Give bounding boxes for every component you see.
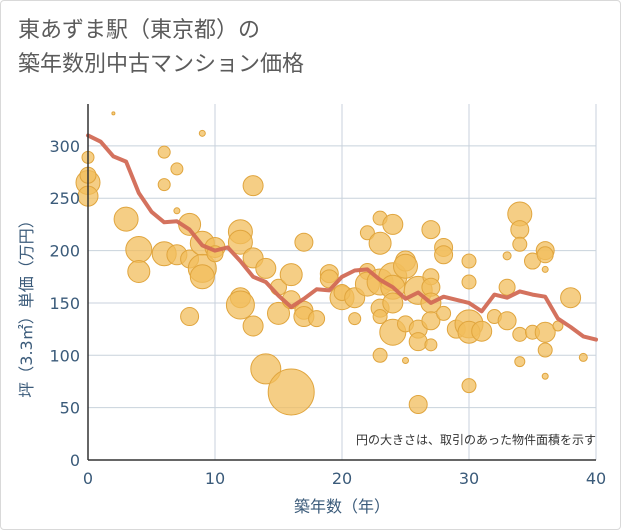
bubble-size-note: 円の大きさは、取引のあった物件面積を示す <box>356 432 596 447</box>
data-bubble <box>560 287 582 309</box>
data-bubble <box>225 290 255 320</box>
data-bubble <box>436 305 452 321</box>
data-bubble <box>541 372 549 380</box>
data-bubble <box>382 213 404 235</box>
data-bubble <box>368 231 392 255</box>
data-bubble <box>382 292 404 314</box>
data-bubble <box>127 260 151 284</box>
data-bubble <box>242 315 264 337</box>
data-bubble <box>393 253 418 279</box>
data-bubble <box>512 326 528 342</box>
data-bubble <box>536 246 554 264</box>
data-bubble <box>497 311 517 331</box>
data-bubble <box>421 311 441 331</box>
y-tick-label: 250 <box>49 189 80 208</box>
data-bubble <box>534 321 556 343</box>
data-bubble <box>471 320 493 342</box>
x-tick-label: 20 <box>332 469 352 488</box>
data-bubble <box>510 220 530 240</box>
data-bubble <box>267 301 290 325</box>
data-bubble <box>255 257 277 279</box>
data-bubble <box>408 395 428 415</box>
data-bubble <box>173 207 181 215</box>
data-bubble <box>498 278 516 296</box>
data-bubble <box>111 111 116 116</box>
data-bubble <box>461 274 477 290</box>
trend-layer <box>86 133 598 342</box>
data-bubble <box>170 162 184 176</box>
data-bubble <box>372 309 388 325</box>
data-bubble <box>512 236 528 252</box>
x-tick-label: 10 <box>205 469 225 488</box>
data-bubble <box>227 229 253 255</box>
data-bubble <box>242 175 264 197</box>
data-bubble <box>359 225 375 241</box>
data-bubble <box>279 263 303 287</box>
trend-line <box>86 133 598 342</box>
data-bubble <box>578 352 588 362</box>
data-bubble <box>421 220 441 240</box>
data-bubble <box>461 378 477 394</box>
data-bubble <box>250 353 282 385</box>
data-bubble <box>294 232 314 252</box>
chart-title-line-2: 築年数別中古マンション価格 <box>18 52 305 77</box>
y-tick-label: 100 <box>49 346 80 365</box>
bubble-layer <box>75 111 588 416</box>
data-bubble <box>157 178 171 192</box>
tick-labels: 0 50 100 150 200 250 300 0 10 20 30 40 <box>49 137 606 488</box>
y-tick-label: 50 <box>60 399 80 418</box>
data-bubble <box>461 253 477 269</box>
data-bubble <box>198 129 206 137</box>
chart-title: 東あずま駅（東京都）の 築年数別中古マンション価格 <box>18 14 304 82</box>
data-bubble <box>502 251 512 261</box>
axes <box>87 104 596 461</box>
y-tick-label: 150 <box>49 294 80 313</box>
data-bubble <box>113 206 139 232</box>
data-bubble <box>408 332 428 352</box>
y-tick-label: 200 <box>49 242 80 261</box>
data-bubble <box>348 312 362 326</box>
data-bubble <box>372 347 388 363</box>
data-bubble <box>514 356 526 368</box>
y-tick-label: 300 <box>49 137 80 156</box>
data-bubble <box>180 307 200 327</box>
data-bubble <box>157 145 171 159</box>
data-bubble <box>189 264 215 290</box>
data-bubble <box>424 338 438 352</box>
data-bubble <box>125 236 153 264</box>
data-bubble <box>537 342 553 358</box>
data-bubble <box>267 368 315 416</box>
x-axis-title: 築年数（年） <box>294 497 390 516</box>
data-bubble <box>402 357 409 365</box>
data-bubble <box>541 265 549 273</box>
x-tick-label: 40 <box>586 469 606 488</box>
data-bubble <box>434 245 454 265</box>
chart-title-line-1: 東あずま駅（東京都）の <box>18 18 261 43</box>
y-tick-label: 0 <box>70 451 80 470</box>
data-bubble <box>308 310 326 328</box>
x-tick-label: 0 <box>83 469 93 488</box>
y-axis-title: 坪（3.3㎡）単価（万円） <box>17 212 36 397</box>
x-tick-label: 30 <box>459 469 479 488</box>
